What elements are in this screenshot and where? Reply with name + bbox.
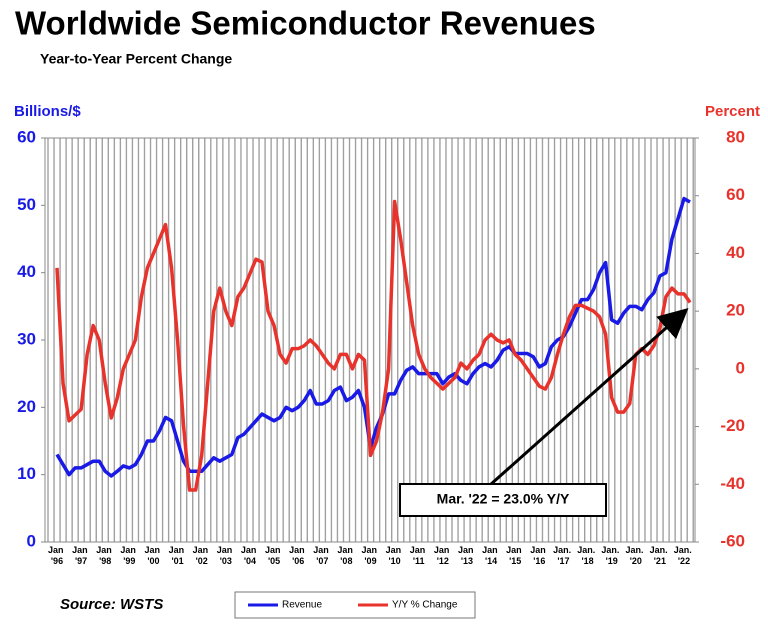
x-tick-label: Jan '08 — [337, 545, 355, 566]
x-tick-label: Jan. '22 — [674, 545, 695, 566]
x-tick-label: Jan '11 — [410, 545, 428, 566]
x-tick-label: Jan. '21 — [650, 545, 671, 566]
y2-tick-label: -60 — [720, 531, 745, 550]
x-tick-label: Jan '97 — [72, 545, 90, 566]
x-tick-label: Jan. '17 — [553, 545, 574, 566]
y2-tick-label: 60 — [726, 185, 745, 204]
x-tick-label: Jan '15 — [506, 545, 524, 566]
legend-label: Y/Y % Change — [392, 600, 458, 611]
x-tick-label: Jan '06 — [289, 545, 307, 566]
chart-title: Worldwide Semiconductor Revenues — [15, 5, 596, 42]
x-tick-label: Jan '12 — [434, 545, 452, 566]
chart-subtitle: Year-to-Year Percent Change — [40, 51, 232, 67]
legend: Revenue Y/Y % Change — [234, 591, 476, 619]
y-tick-label: 40 — [17, 262, 36, 281]
series-line — [55, 199, 692, 492]
series-line — [55, 196, 691, 478]
y2-tick-label: 80 — [726, 127, 745, 146]
annotation-box — [399, 483, 607, 517]
x-tick-label: Jan '09 — [361, 545, 379, 566]
y2-axis-title: Percent — [705, 103, 760, 120]
y2-tick-label: 40 — [726, 243, 745, 262]
y2-tick-label: -40 — [720, 474, 745, 493]
x-tick-label: Jan '14 — [482, 545, 500, 566]
y-tick-label: 60 — [17, 127, 36, 146]
y2-tick-label: -20 — [720, 416, 745, 435]
annotation-text: Mar. '22 = 23.0% Y/Y — [437, 491, 570, 507]
annotation: Mar. '22 = 23.0% Y/Y — [399, 308, 689, 517]
plot-area — [44, 137, 696, 543]
legend-label: Revenue — [282, 600, 322, 611]
x-tick-label: Jan '16 — [530, 545, 548, 566]
x-tick-label: Jan '02 — [193, 545, 211, 566]
x-tick-label: Jan '98 — [96, 545, 114, 566]
y-tick-label: 0 — [27, 531, 36, 550]
y-tick-label: 30 — [17, 329, 36, 348]
source: Source: WSTS — [60, 596, 163, 613]
x-tick-label: Jan '00 — [144, 545, 162, 566]
x-tick-label: Jan '13 — [458, 545, 476, 566]
y-tick-label: 10 — [17, 464, 36, 483]
x-tick-label: Jan '04 — [241, 545, 259, 566]
x-tick-label: Jan '01 — [169, 545, 187, 566]
x-tick-label: Jan '05 — [265, 545, 283, 566]
x-tick-label: Jan '07 — [313, 545, 331, 566]
x-tick-label: Jan '03 — [217, 545, 235, 566]
x-tick-label: Jan '96 — [48, 545, 66, 566]
x-tick-label: Jan. '18 — [577, 545, 598, 566]
y-tick-label: 20 — [17, 397, 36, 416]
y2-tick-label: 0 — [736, 358, 745, 377]
x-tick-label: Jan. '19 — [601, 545, 622, 566]
y-tick-label: 50 — [17, 195, 36, 214]
x-tick-label: Jan '10 — [386, 545, 404, 566]
annotation-arrow — [489, 308, 689, 487]
y-axis-title: Billions/$ — [14, 103, 81, 120]
y2-tick-label: 20 — [726, 301, 745, 320]
x-tick-label: Jan. '20 — [626, 545, 647, 566]
x-tick-label: Jan '99 — [120, 545, 138, 566]
